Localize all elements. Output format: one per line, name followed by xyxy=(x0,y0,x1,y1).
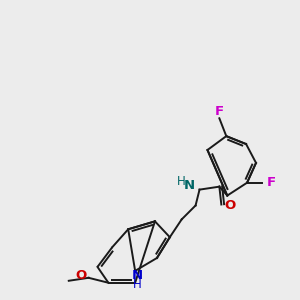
Text: N: N xyxy=(184,179,195,192)
Text: F: F xyxy=(266,176,275,189)
Text: H: H xyxy=(177,175,186,188)
Text: O: O xyxy=(225,199,236,212)
Text: O: O xyxy=(75,269,86,282)
Text: N: N xyxy=(132,269,143,282)
Text: H: H xyxy=(133,278,142,291)
Text: F: F xyxy=(215,105,224,118)
